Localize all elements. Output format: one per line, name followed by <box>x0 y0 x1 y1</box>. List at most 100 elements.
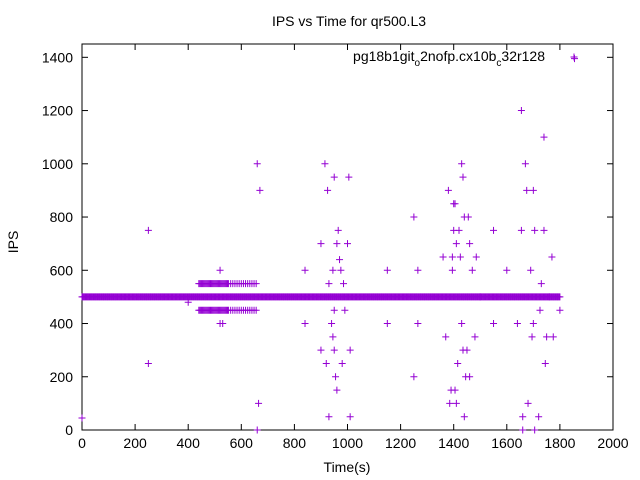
data-point <box>556 293 564 301</box>
data-point <box>144 226 152 234</box>
data-point <box>531 426 539 434</box>
data-point <box>490 320 498 328</box>
data-point <box>540 226 548 234</box>
data-point <box>317 346 325 354</box>
data-point <box>439 253 447 261</box>
data-point <box>216 266 224 274</box>
data-point <box>383 266 391 274</box>
data-point <box>219 320 227 328</box>
data-point <box>338 359 346 367</box>
data-point <box>517 226 525 234</box>
data-point <box>446 399 454 407</box>
data-point <box>455 226 463 234</box>
data-point <box>541 359 549 367</box>
data-point <box>468 266 476 274</box>
plot-frame <box>81 43 614 431</box>
data-point <box>333 240 341 248</box>
data-point <box>527 266 535 274</box>
data-point <box>456 253 464 261</box>
data-point <box>490 226 498 234</box>
data-point <box>253 426 261 434</box>
data-point <box>452 399 460 407</box>
y-tick-label: 800 <box>50 209 74 225</box>
data-point <box>330 306 338 314</box>
data-point <box>448 253 456 261</box>
x-tick-label: 1600 <box>491 435 522 451</box>
data-point <box>503 266 511 274</box>
y-tick-label: 1000 <box>42 156 73 172</box>
data-point <box>322 359 330 367</box>
legend-entry: pg18b1gito2nofp.cx10bc32r128 <box>353 48 545 69</box>
data-point <box>536 306 544 314</box>
data-point <box>454 359 462 367</box>
data-point <box>460 413 468 421</box>
data-point <box>144 359 152 367</box>
data-point <box>521 160 529 168</box>
data-point <box>571 55 579 63</box>
data-point <box>463 346 471 354</box>
data-point <box>410 373 418 381</box>
data-point <box>332 373 340 381</box>
legend-marker <box>570 53 578 61</box>
legend: pg18b1gito2nofp.cx10bc32r128 <box>353 48 578 69</box>
x-tick-label: 0 <box>78 435 86 451</box>
x-tick-label: 1400 <box>438 435 469 451</box>
data-point <box>519 426 527 434</box>
data-point <box>464 213 472 221</box>
data-point <box>529 320 537 328</box>
data-point <box>301 320 309 328</box>
data-point <box>452 240 460 248</box>
data-point <box>459 173 467 181</box>
data-point <box>330 346 338 354</box>
data-point <box>344 240 351 248</box>
data-point <box>346 413 354 421</box>
data-point <box>529 186 537 194</box>
chart-title: IPS vs Time for qr500.L3 <box>272 13 426 29</box>
y-tick-label: 400 <box>50 316 74 332</box>
data-point <box>556 306 564 314</box>
data-point <box>458 320 466 328</box>
data-point <box>444 186 452 194</box>
y-tick-label: 0 <box>65 422 73 438</box>
data-point <box>472 253 480 261</box>
data-point <box>458 160 466 168</box>
data-point <box>466 373 474 381</box>
data-point <box>410 213 418 221</box>
data-point <box>253 160 261 168</box>
data-point <box>471 333 479 341</box>
data-point <box>328 320 336 328</box>
data-point <box>549 333 557 341</box>
data-point <box>523 186 531 194</box>
data-point <box>184 298 192 306</box>
data-point <box>517 107 525 115</box>
data-point <box>301 266 309 274</box>
x-tick-label: 1000 <box>332 435 363 451</box>
data-point <box>329 333 337 341</box>
data-point <box>519 413 527 421</box>
data-point <box>333 386 341 394</box>
y-tick-label: 1200 <box>42 103 73 119</box>
data-point <box>330 173 338 181</box>
data-point <box>345 173 353 181</box>
y-tick-label: 200 <box>50 369 74 385</box>
x-axis: 0 200 400 600 800 1000 1200 1400 1600 1800 2000 <box>78 44 629 451</box>
data-point <box>476 293 484 301</box>
data-point <box>324 186 332 194</box>
data-point <box>535 413 543 421</box>
data-point <box>543 333 551 341</box>
x-tick-label: 800 <box>283 435 307 451</box>
data-point <box>78 414 86 422</box>
data-point <box>325 280 333 288</box>
data-point <box>448 266 456 274</box>
data-point <box>346 346 354 354</box>
data-point <box>256 186 264 194</box>
data-point <box>383 320 391 328</box>
data-point <box>329 266 337 274</box>
data-point <box>252 280 260 288</box>
data-point <box>513 320 521 328</box>
x-tick-label: 1800 <box>544 435 575 451</box>
data-point <box>466 240 474 248</box>
data-point <box>340 280 348 288</box>
x-tick-label: 600 <box>230 435 254 451</box>
